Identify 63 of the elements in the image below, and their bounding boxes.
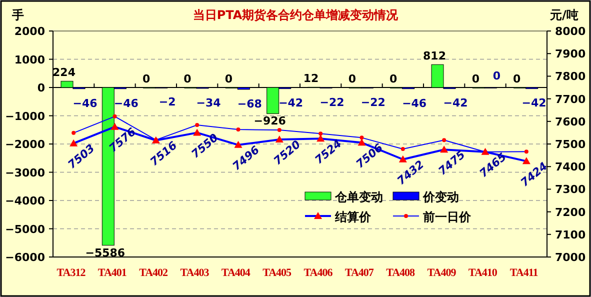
data-label: 812 [423,50,446,63]
data-label: 224 [52,66,76,80]
y2-tick-label: 8000 [555,25,586,38]
data-label: −46 [72,96,98,110]
y2-tick-label: 7700 [555,92,586,106]
y-tick-label: 1000 [14,53,46,66]
chart-title: 当日PTA期货各合约仓单增减变动情况 [192,8,400,22]
x-tick-label: TA405 [262,267,292,279]
y2-tick-label: 7400 [555,160,586,174]
y-tick-label: 0 [37,82,46,94]
y-axis-title: 手 [11,8,24,22]
legend-label: 结算价 [334,210,372,224]
x-tick-label: TA410 [468,267,498,279]
y-tick-label: 2000 [14,25,46,38]
y2-tick-label: 7500 [555,138,586,151]
y2-tick-label: 7600 [555,115,586,128]
data-label: 0 [472,72,480,86]
x-tick-label: TA411 [510,267,538,279]
data-label: −68 [237,97,262,110]
x-tick-label: TA408 [386,267,416,279]
y2-tick-label: 7800 [555,70,586,84]
x-tick-label: TA401 [98,267,126,279]
y-tick-label: −5000 [5,222,46,236]
data-label: 0 [492,70,501,82]
x-tick-label: TA404 [221,267,251,279]
data-label: −5586 [85,246,126,260]
data-label: 0 [184,72,192,86]
y2-tick-label: 7200 [555,206,586,219]
x-tick-label: TA312 [56,267,86,279]
data-label: −42 [522,96,546,110]
data-label: 0 [513,72,522,86]
x-tick-label: TA409 [427,267,457,279]
data-label: −22 [320,96,344,110]
y-tick-label: −6000 [5,251,46,264]
x-tick-label: TA406 [304,267,334,279]
data-label: 0 [390,72,398,86]
legend-label: 仓单变动 [334,190,383,204]
y2-axis-title: 元/吨 [549,8,578,22]
data-label: −42 [278,96,304,110]
x-tick-label: TA402 [139,267,169,279]
y-tick-label: −2000 [5,138,46,151]
y-tick-label: −1000 [5,110,46,123]
x-tick-label: TA403 [180,267,210,279]
legend-label: 价变动 [422,190,459,204]
data-label: −926 [254,114,286,128]
y2-tick-label: 7000 [555,251,586,264]
y2-tick-label: 7900 [555,48,586,61]
data-label: −46 [114,96,139,110]
legend-label: 前一日价 [422,210,472,224]
data-label: −42 [443,96,468,110]
data-label: −2 [158,96,176,109]
data-label: −22 [360,96,386,110]
y2-tick-label: 7300 [555,183,586,196]
data-label: 0 [348,72,356,86]
data-label: −34 [196,96,222,110]
data-label: −46 [402,96,427,110]
y-tick-label: −3000 [5,166,46,180]
x-tick-label: TA407 [344,267,374,279]
y2-tick-label: 7100 [555,228,586,242]
y-tick-label: −4000 [5,194,46,208]
data-label: 0 [142,72,151,86]
data-label: 0 [224,72,233,86]
data-label: 12 [303,72,319,86]
